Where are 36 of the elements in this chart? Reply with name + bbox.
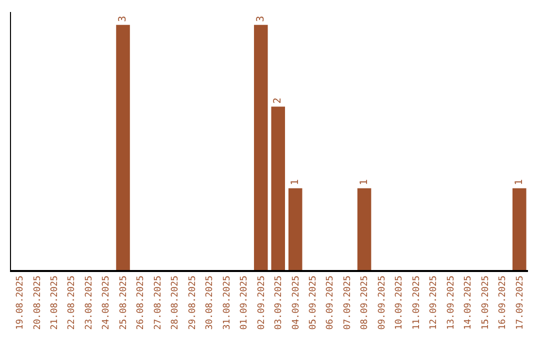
x-tick-label: 14.09.2025 [464,276,474,330]
data-label: 1 [290,179,301,186]
x-tick-label: 04.09.2025 [291,276,302,330]
x-tick-label: 10.09.2025 [394,276,405,330]
data-label: 3 [118,16,129,22]
x-tick-label: 27.08.2025 [153,276,164,330]
data-label: 1 [358,179,370,186]
data-label: 2 [272,98,284,104]
x-tick-label: 16.09.2025 [498,276,508,330]
x-tick-label: 19.08.2025 [16,276,26,330]
x-tick-label: 12.09.2025 [429,276,440,330]
x-tick-label: 25.08.2025 [118,276,129,330]
x-tick-label: 08.09.2025 [360,276,370,330]
x-tick-label: 30.08.2025 [205,276,216,330]
data-label: 3 [255,16,266,22]
x-tick-label: 05.09.2025 [308,276,319,330]
x-tick-label: 02.09.2025 [256,276,267,330]
x-tick-label: 15.09.2025 [480,276,491,330]
x-tick-label: 28.08.2025 [170,276,181,330]
x-tick-label: 03.09.2025 [274,276,284,330]
x-tick-label: 17.09.2025 [515,276,526,330]
x-tick-label: 09.09.2025 [377,276,388,330]
x-tick-label: 13.09.2025 [446,276,456,330]
x-tick-label: 31.08.2025 [222,276,232,330]
x-tick-label: 06.09.2025 [326,276,336,330]
x-tick-label: 24.08.2025 [102,276,112,330]
x-tick-label: 29.08.2025 [188,276,198,330]
x-tick-label: 23.08.2025 [84,276,94,330]
x-tick-label: 11.09.2025 [412,276,422,330]
x-tick-label: 07.09.2025 [342,276,353,330]
x-tick-label: 22.08.2025 [67,276,78,330]
x-tick-label: 26.08.2025 [136,276,146,330]
x-tick-label: 20.08.2025 [32,276,43,330]
x-tick-label: 01.09.2025 [240,276,250,330]
x-tick-label: 21.08.2025 [50,276,60,330]
data-label: 1 [514,179,525,186]
